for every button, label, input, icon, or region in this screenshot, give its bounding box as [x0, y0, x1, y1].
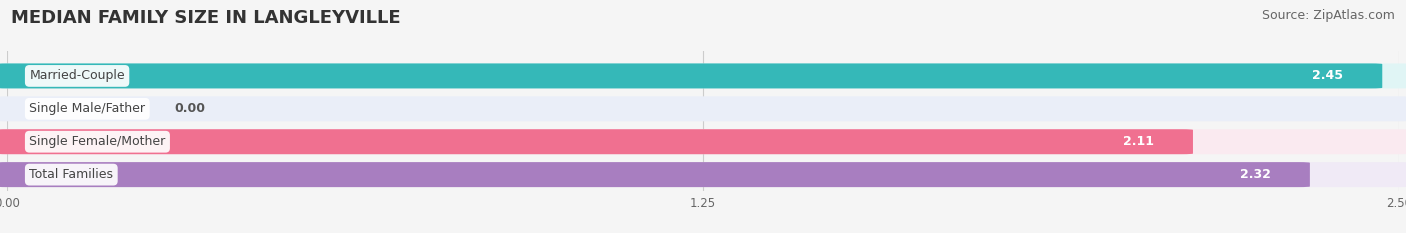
FancyBboxPatch shape: [0, 162, 1310, 187]
Text: Total Families: Total Families: [30, 168, 114, 181]
FancyBboxPatch shape: [0, 63, 1382, 89]
FancyBboxPatch shape: [0, 162, 1406, 187]
FancyBboxPatch shape: [0, 129, 1192, 154]
Text: Married-Couple: Married-Couple: [30, 69, 125, 82]
Text: 0.00: 0.00: [174, 102, 205, 115]
FancyBboxPatch shape: [0, 129, 1406, 154]
Text: 2.45: 2.45: [1312, 69, 1343, 82]
FancyBboxPatch shape: [0, 63, 1406, 89]
Text: Source: ZipAtlas.com: Source: ZipAtlas.com: [1261, 9, 1395, 22]
Text: MEDIAN FAMILY SIZE IN LANGLEYVILLE: MEDIAN FAMILY SIZE IN LANGLEYVILLE: [11, 9, 401, 27]
Text: 2.32: 2.32: [1240, 168, 1271, 181]
Text: Single Female/Mother: Single Female/Mother: [30, 135, 166, 148]
Text: 2.11: 2.11: [1123, 135, 1154, 148]
Text: Single Male/Father: Single Male/Father: [30, 102, 145, 115]
FancyBboxPatch shape: [0, 96, 1406, 121]
